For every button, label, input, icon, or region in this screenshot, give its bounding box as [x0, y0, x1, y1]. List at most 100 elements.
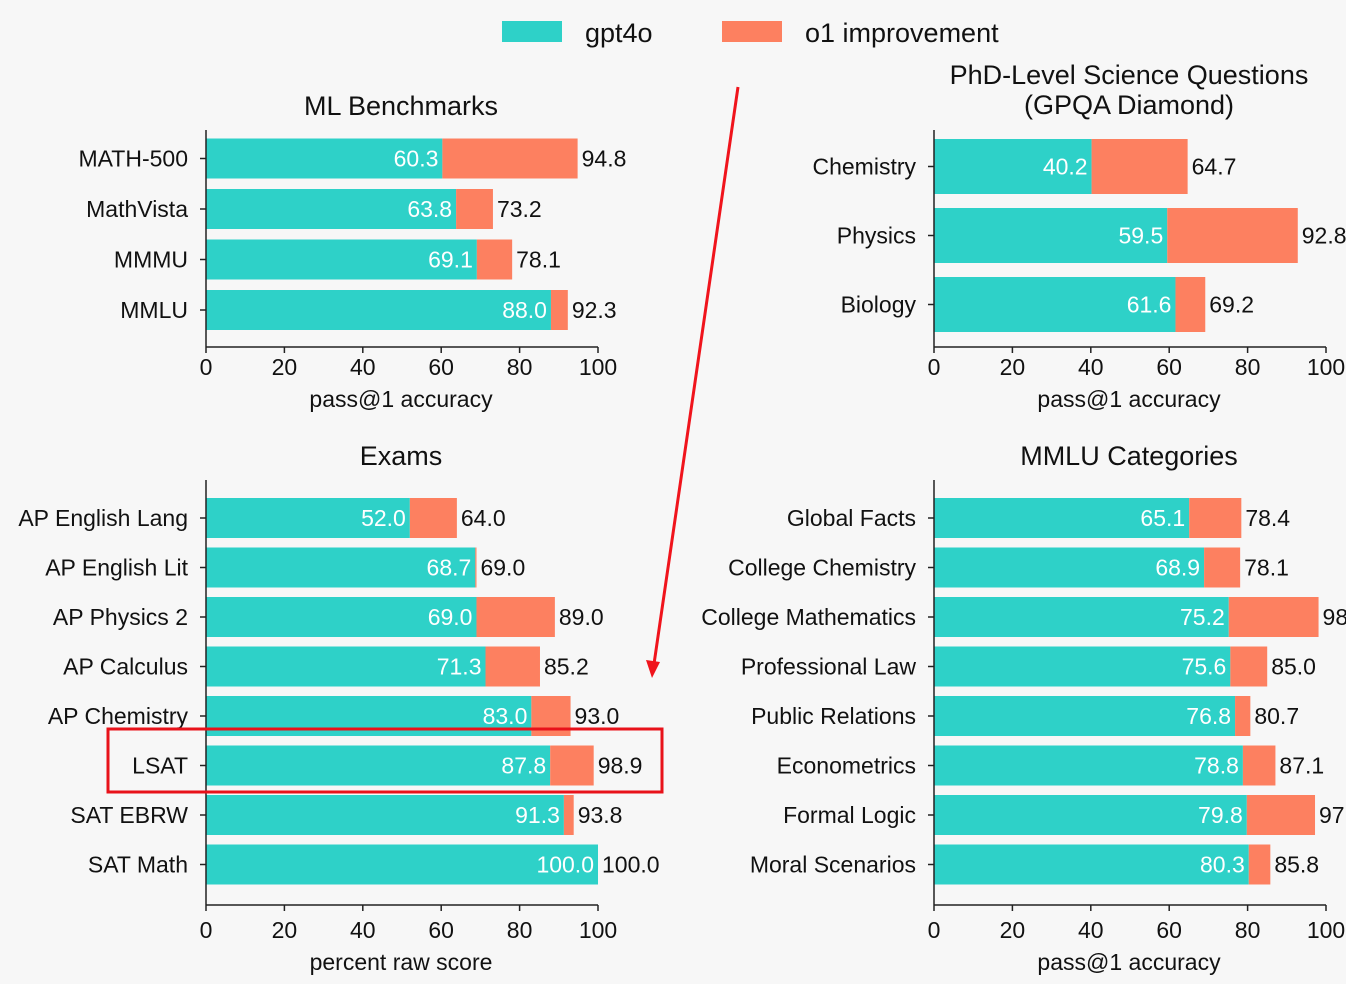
- chart3-bar-gpt4o: [934, 795, 1247, 835]
- chart0-category-label: MathVista: [86, 196, 188, 222]
- chart3-category-label: College Mathematics: [701, 604, 916, 630]
- chart2-o1-value-label: 100.0: [602, 852, 660, 878]
- chart2-category-label: LSAT: [132, 753, 188, 779]
- chart3-x-tick-label: 60: [1156, 917, 1182, 943]
- legend-swatch-gpt4o: [502, 21, 562, 42]
- chart3-category-label: Professional Law: [741, 654, 917, 680]
- chart3-o1-value-label: 80.7: [1254, 703, 1299, 729]
- chart2-bar-o1-improvement: [476, 597, 555, 637]
- chart3-category-label: College Chemistry: [728, 555, 916, 581]
- chart1-title: PhD-Level Science Questions: [950, 60, 1309, 90]
- chart2-bar-o1-improvement: [550, 745, 594, 786]
- chart2-category-label: SAT EBRW: [70, 802, 188, 828]
- chart1-bar-gpt4o: [934, 277, 1176, 332]
- chart3-x-tick-label: 40: [1078, 917, 1104, 943]
- chart2-gpt4o-value-label: 71.3: [437, 654, 482, 680]
- chart2-x-tick-label: 20: [272, 917, 298, 943]
- chart3-category-label: Moral Scenarios: [750, 852, 916, 878]
- chart3-x-tick-label: 80: [1235, 917, 1261, 943]
- chart2-gpt4o-value-label: 52.0: [361, 505, 406, 531]
- chart3-category-label: Public Relations: [751, 703, 916, 729]
- chart2-category-label: AP Chemistry: [48, 703, 189, 729]
- chart3-o1-value-label: 85.0: [1271, 654, 1316, 680]
- chart0-bar-o1-improvement: [476, 239, 513, 280]
- chart2-x-tick-label: 60: [428, 917, 454, 943]
- chart0-o1-value-label: 73.2: [497, 196, 542, 222]
- chart2-x-axis-label: percent raw score: [310, 949, 493, 975]
- chart2-bar-gpt4o: [206, 795, 564, 835]
- chart0-bar-gpt4o: [206, 290, 551, 330]
- chart3-o1-value-label: 85.8: [1274, 852, 1319, 878]
- chart2-bar-gpt4o: [206, 498, 410, 538]
- chart0-x-tick-label: 80: [507, 354, 533, 380]
- chart3-gpt4o-value-label: 68.9: [1155, 555, 1200, 581]
- chart1-category-label: Physics: [837, 223, 916, 249]
- chart3-gpt4o-value-label: 78.8: [1194, 753, 1239, 779]
- chart2-o1-value-label: 93.8: [578, 802, 623, 828]
- chart0-bar-o1-improvement: [456, 189, 493, 229]
- chart3-bar-o1-improvement: [1230, 646, 1268, 687]
- chart2-x-tick-label: 0: [200, 917, 213, 943]
- chart1-bar-o1-improvement: [1175, 277, 1206, 332]
- chart3-bar-o1-improvement: [1242, 745, 1276, 786]
- chart2-bar-gpt4o: [206, 844, 598, 885]
- chart1-gpt4o-value-label: 59.5: [1118, 223, 1163, 249]
- chart1-bar-o1-improvement: [1167, 208, 1298, 263]
- chart2-bar-o1-improvement: [475, 547, 477, 588]
- chart1-category-label: Biology: [841, 292, 917, 318]
- chart0-category-label: MMMU: [114, 247, 188, 273]
- chart1-x-tick-label: 100: [1307, 354, 1345, 380]
- chart0-bar-gpt4o: [206, 138, 443, 179]
- chart2-bar-gpt4o: [206, 646, 486, 687]
- chart3-x-tick-label: 100: [1307, 917, 1345, 943]
- chart0-bar-gpt4o: [206, 239, 477, 280]
- chart1-gpt4o-value-label: 40.2: [1043, 154, 1088, 180]
- chart2-category-label: AP English Lit: [45, 555, 188, 581]
- chart2-x-tick-label: 40: [350, 917, 376, 943]
- chart2-bar-o1-improvement: [409, 498, 457, 538]
- chart0-x-axis-label: pass@1 accuracy: [309, 386, 493, 412]
- chart2-title: Exams: [360, 441, 443, 471]
- chart3-gpt4o-value-label: 75.2: [1180, 604, 1225, 630]
- chart3-bar-gpt4o: [934, 646, 1231, 687]
- chart2-gpt4o-value-label: 87.8: [501, 753, 546, 779]
- chart2-bar-gpt4o: [206, 547, 476, 588]
- chart0-category-label: MMLU: [120, 297, 188, 323]
- chart3-category-label: Formal Logic: [783, 802, 916, 828]
- chart2-o1-value-label: 69.0: [480, 555, 525, 581]
- chart0-bar-gpt4o: [206, 189, 457, 229]
- chart1-o1-value-label: 64.7: [1192, 154, 1237, 180]
- chart3-bar-o1-improvement: [1246, 795, 1316, 835]
- chart3-o1-value-label: 78.1: [1244, 555, 1289, 581]
- chart1-title: (GPQA Diamond): [1024, 90, 1234, 120]
- chart3-o1-value-label: 87.1: [1279, 753, 1324, 779]
- chart0-o1-value-label: 94.8: [582, 146, 627, 172]
- chart2-category-label: AP Physics 2: [53, 604, 188, 630]
- chart3-category-label: Global Facts: [787, 505, 916, 531]
- legend-label-gpt4o: gpt4o: [585, 18, 653, 48]
- chart2-gpt4o-value-label: 100.0: [536, 852, 594, 878]
- chart2-category-label: AP English Lang: [18, 505, 188, 531]
- chart3-bar-gpt4o: [934, 597, 1229, 637]
- chart1-o1-value-label: 92.8: [1302, 223, 1346, 249]
- chart2-o1-value-label: 89.0: [559, 604, 604, 630]
- annotation-arrow-head: [646, 660, 660, 678]
- chart3-bar-o1-improvement: [1189, 498, 1242, 538]
- chart0-category-label: MATH-500: [79, 146, 189, 172]
- chart0-x-tick-label: 0: [200, 354, 213, 380]
- legend-swatch-o1-improvement: [722, 21, 782, 42]
- chart1-gpt4o-value-label: 61.6: [1127, 292, 1172, 318]
- chart3-x-tick-label: 0: [928, 917, 941, 943]
- chart3-gpt4o-value-label: 79.8: [1198, 802, 1243, 828]
- chart2-o1-value-label: 93.0: [575, 703, 620, 729]
- chart0-bar-o1-improvement: [550, 290, 568, 330]
- chart1-x-tick-label: 40: [1078, 354, 1104, 380]
- chart1-bar-o1-improvement: [1091, 139, 1188, 194]
- chart0-x-tick-label: 60: [428, 354, 454, 380]
- annotation-arrow-shaft: [652, 86, 740, 665]
- chart1-x-axis-label: pass@1 accuracy: [1037, 386, 1221, 412]
- chart3-gpt4o-value-label: 65.1: [1140, 505, 1185, 531]
- chart1-bar-gpt4o: [934, 208, 1168, 263]
- chart2-bar-o1-improvement: [563, 795, 574, 835]
